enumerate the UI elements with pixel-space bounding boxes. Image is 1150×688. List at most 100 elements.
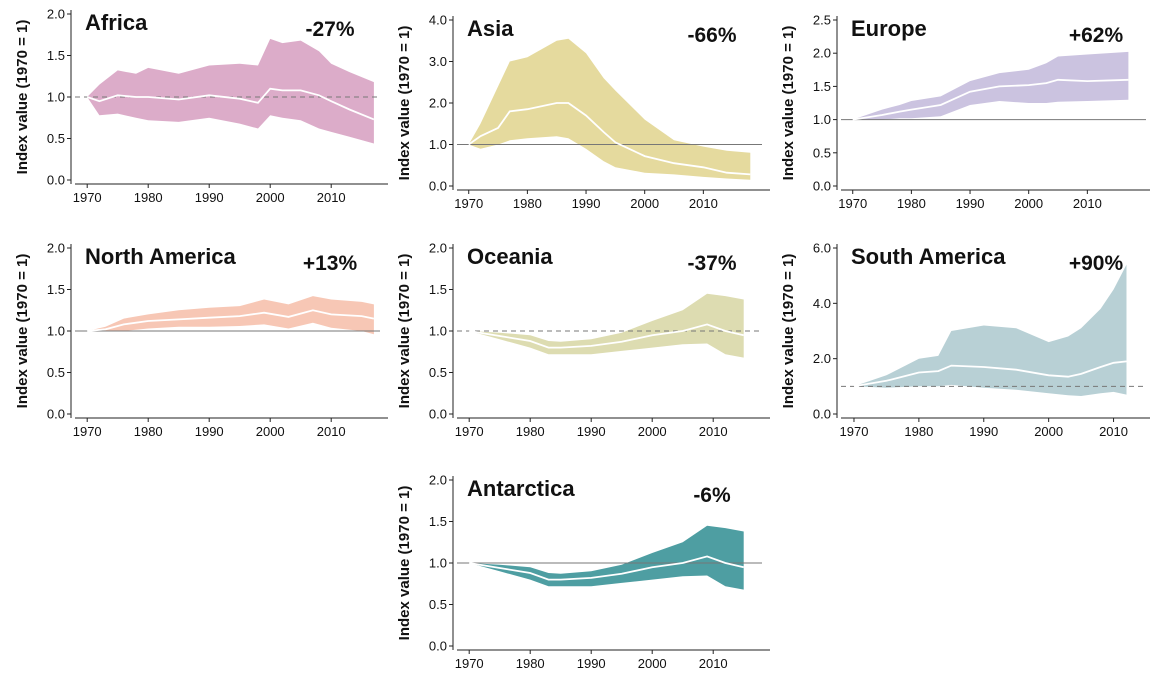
oceania-y-tick-label: 1.5: [429, 282, 447, 297]
south-america-y-tick-label: 2.0: [813, 351, 831, 366]
north-america-y-tick-label: 0.0: [47, 407, 65, 422]
south-america-x-tick-label: 2010: [1099, 424, 1128, 439]
africa-y-tick-label: 1.5: [47, 48, 65, 63]
south-america-x-tick-label: 2000: [1034, 424, 1063, 439]
asia-x-tick-label: 2000: [630, 196, 659, 211]
panel-africa: 0.0 0.5 1.0 1.5 2.0 1970 1980 1990 2000 2010 Index…: [14, 2, 395, 222]
europe-x-tick-label: 2010: [1073, 196, 1102, 211]
europe-y-tick-label: 2.0: [813, 46, 831, 61]
africa-y-tick-label: 0.0: [47, 173, 65, 188]
oceania-x-tick-label: 1990: [577, 424, 606, 439]
panel-asia: 0.0 1.0 2.0 3.0 4.0 1970 1980 1990 2000 2010 Index…: [396, 8, 777, 228]
europe-y-axis-label: Index value (1970 = 1): [780, 26, 797, 181]
antarctica-confidence-band: [469, 525, 744, 590]
south-america-chart-svg: 0.0 2.0 4.0 6.0 1970 1980 1990 2000 2010 Index va…: [780, 241, 1150, 439]
asia-y-tick-label: 3.0: [429, 54, 447, 69]
north-america-confidence-band: [87, 296, 374, 335]
panel-europe: 0.0 0.5 1.0 1.5 2.0 2.5 1970 1980 1990 2000 2010 In…: [780, 8, 1150, 228]
south-america-confidence-band: [854, 264, 1127, 396]
panel-south-america: 0.0 2.0 4.0 6.0 1970 1980 1990 2000 2010 Index va…: [780, 236, 1150, 456]
asia-x-tick-label: 1980: [513, 196, 542, 211]
asia-x-tick-label: 1990: [572, 196, 601, 211]
africa-x-tick-label: 2010: [317, 190, 346, 205]
europe-x-tick-label: 1970: [838, 196, 867, 211]
oceania-change-label: -37%: [687, 252, 736, 275]
asia-x-tick-label: 1970: [454, 196, 483, 211]
asia-y-tick-label: 4.0: [429, 13, 447, 28]
south-america-y-axis-label: Index value (1970 = 1): [780, 254, 797, 409]
oceania-x-tick-label: 1980: [516, 424, 545, 439]
antarctica-y-axis-label: Index value (1970 = 1): [396, 486, 413, 641]
oceania-x-tick-label: 2010: [699, 424, 728, 439]
oceania-chart-svg: 0.0 0.5 1.0 1.5 2.0 1970 1980 1990 2000 2010 Index…: [396, 241, 770, 439]
oceania-y-tick-label: 1.0: [429, 324, 447, 339]
oceania-y-tick-label: 2.0: [429, 241, 447, 256]
africa-confidence-band: [87, 38, 374, 144]
africa-y-axis-label: Index value (1970 = 1): [14, 20, 31, 175]
south-america-x-tick-label: 1970: [840, 424, 869, 439]
africa-y-tick-label: 0.5: [47, 131, 65, 146]
africa-y-tick-label: 1.0: [47, 90, 65, 105]
africa-y-tick-label: 2.0: [47, 7, 65, 22]
europe-y-tick-label: 0.0: [813, 179, 831, 194]
africa-x-tick-label: 2000: [256, 190, 285, 205]
north-america-y-tick-label: 1.0: [47, 324, 65, 339]
oceania-y-tick-label: 0.0: [429, 407, 447, 422]
antarctica-x-tick-label: 1990: [577, 656, 606, 671]
antarctica-y-tick-label: 1.5: [429, 514, 447, 529]
antarctica-index-line: [469, 555, 744, 581]
panel-antarctica: 0.0 0.5 1.0 1.5 2.0 1970 1980 1990 2000 2010 Index…: [396, 468, 777, 688]
asia-chart-svg: 0.0 1.0 2.0 3.0 4.0 1970 1980 1990 2000 2010 Index…: [396, 13, 770, 211]
north-america-x-tick-label: 1970: [73, 424, 102, 439]
asia-change-label: -66%: [687, 24, 736, 47]
north-america-x-tick-label: 2000: [256, 424, 285, 439]
africa-x-tick-label: 1970: [73, 190, 102, 205]
asia-x-tick-label: 2010: [689, 196, 718, 211]
asia-index-line: [468, 102, 751, 176]
europe-x-tick-label: 2000: [1014, 196, 1043, 211]
north-america-index-line: [87, 309, 375, 332]
africa-index-line: [86, 87, 375, 121]
asia-y-tick-label: 0.0: [429, 179, 447, 194]
europe-y-tick-label: 1.0: [813, 112, 831, 127]
europe-x-tick-label: 1980: [897, 196, 926, 211]
antarctica-y-tick-label: 1.0: [429, 556, 447, 571]
north-america-y-tick-label: 0.5: [47, 365, 65, 380]
asia-title: Asia: [467, 16, 514, 41]
south-america-y-tick-label: 6.0: [813, 241, 831, 256]
north-america-change-label: +13%: [303, 252, 358, 275]
asia-y-tick-label: 2.0: [429, 96, 447, 111]
oceania-confidence-band: [469, 293, 744, 358]
europe-x-tick-label: 1990: [956, 196, 985, 211]
europe-y-tick-label: 0.5: [813, 145, 831, 160]
antarctica-change-label: -6%: [693, 484, 731, 507]
south-america-x-tick-label: 1980: [904, 424, 933, 439]
antarctica-y-tick-label: 0.5: [429, 597, 447, 612]
africa-chart-svg: 0.0 0.5 1.0 1.5 2.0 1970 1980 1990 2000 2010 Index…: [14, 7, 388, 205]
north-america-title: North America: [85, 244, 237, 269]
south-america-change-label: +90%: [1069, 252, 1124, 275]
antarctica-title: Antarctica: [467, 476, 575, 501]
europe-y-tick-label: 2.5: [813, 13, 831, 28]
africa-change-label: -27%: [305, 18, 354, 41]
europe-y-tick-label: 1.5: [813, 79, 831, 94]
antarctica-y-tick-label: 0.0: [429, 639, 447, 654]
oceania-y-axis-label: Index value (1970 = 1): [396, 254, 413, 409]
europe-index-line: [852, 78, 1129, 121]
europe-title: Europe: [851, 16, 927, 41]
panel-north-america: 0.0 0.5 1.0 1.5 2.0 1970 1980 1990 2000 2010 Index…: [14, 236, 395, 456]
asia-confidence-band: [468, 38, 751, 180]
south-america-index-line: [853, 360, 1127, 388]
north-america-y-tick-label: 2.0: [47, 241, 65, 256]
north-america-x-tick-label: 2010: [317, 424, 346, 439]
south-america-y-tick-label: 0.0: [813, 407, 831, 422]
north-america-y-tick-label: 1.5: [47, 282, 65, 297]
europe-confidence-band: [852, 51, 1129, 120]
europe-chart-svg: 0.0 0.5 1.0 1.5 2.0 2.5 1970 1980 1990 2000 2010 In…: [780, 13, 1150, 211]
asia-y-tick-label: 1.0: [429, 137, 447, 152]
south-america-y-tick-label: 4.0: [813, 296, 831, 311]
europe-change-label: +62%: [1069, 24, 1124, 47]
north-america-x-tick-label: 1990: [195, 424, 224, 439]
north-america-x-tick-label: 1980: [134, 424, 163, 439]
